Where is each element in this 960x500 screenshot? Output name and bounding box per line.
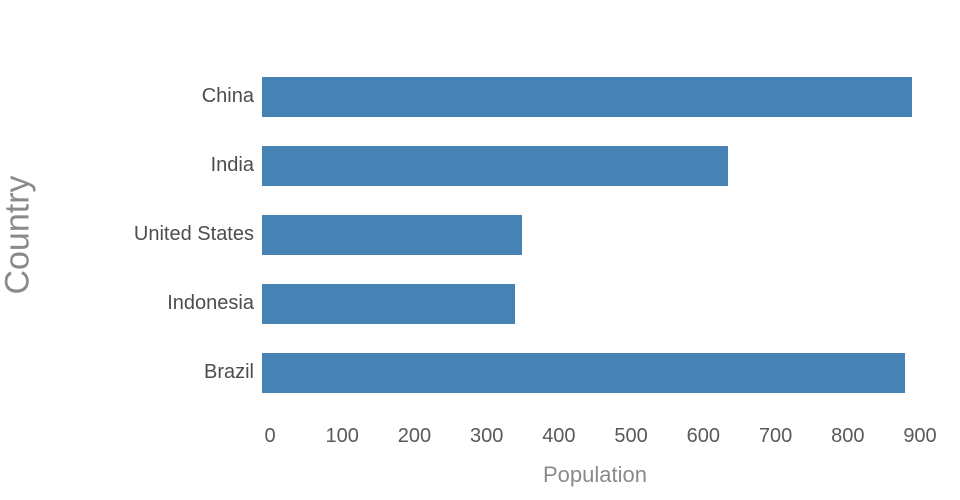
x-axis-ticks: 0 100 200 300 400 500 600 700 800 900 xyxy=(264,425,950,451)
x-tick-label: 100 xyxy=(325,425,359,447)
bar-track xyxy=(262,214,942,255)
x-tick-label: 600 xyxy=(686,425,721,447)
category-label: Indonesia xyxy=(167,292,254,314)
x-tick-label: 900 xyxy=(903,425,937,447)
x-tick-label: 200 xyxy=(397,425,432,447)
bar-rows: China India United States Indonesia Brazil xyxy=(0,62,960,407)
category-label: Brazil xyxy=(203,361,254,383)
x-axis-title: Population xyxy=(543,462,647,487)
bar-row: India xyxy=(0,131,960,200)
bar-row: Brazil xyxy=(0,338,960,407)
category-label: China xyxy=(201,85,254,107)
bar-row: China xyxy=(0,62,960,131)
category-label: India xyxy=(210,154,254,176)
x-tick-label: 0 xyxy=(264,425,276,447)
bar-track xyxy=(262,283,942,324)
bar xyxy=(262,283,515,324)
x-tick-label: 800 xyxy=(831,425,865,447)
bar-track xyxy=(262,145,942,186)
x-tick-label: 700 xyxy=(758,425,793,447)
x-tick-label: 300 xyxy=(469,425,504,447)
bar xyxy=(262,76,912,117)
bar xyxy=(262,214,522,255)
category-label: United States xyxy=(133,223,254,245)
x-tick-label: 400 xyxy=(542,425,576,447)
bar-track xyxy=(262,352,942,393)
bar-row: Indonesia xyxy=(0,269,960,338)
bar xyxy=(262,145,728,186)
bar-track xyxy=(262,76,942,117)
bar xyxy=(262,352,905,393)
x-tick-label: 500 xyxy=(614,425,648,447)
bar-row: United States xyxy=(0,200,960,269)
